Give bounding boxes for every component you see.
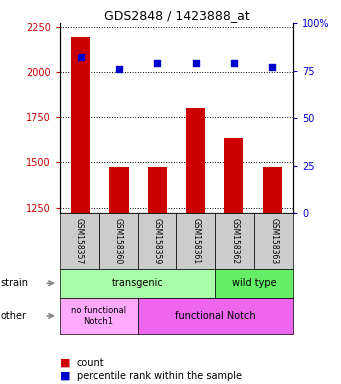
Text: strain: strain [1, 278, 29, 288]
Bar [71, 36, 90, 213]
Text: functional Notch: functional Notch [175, 311, 256, 321]
Text: no functional
Notch1: no functional Notch1 [71, 306, 126, 326]
Text: GSM158357: GSM158357 [75, 218, 84, 264]
Text: other: other [1, 311, 27, 321]
Text: GSM158363: GSM158363 [269, 218, 278, 264]
Bar [263, 167, 282, 213]
Title: GDS2848 / 1423888_at: GDS2848 / 1423888_at [104, 9, 249, 22]
Text: percentile rank within the sample: percentile rank within the sample [77, 371, 242, 381]
Text: transgenic: transgenic [112, 278, 163, 288]
Text: ■: ■ [60, 371, 70, 381]
Point [78, 54, 84, 60]
Point [193, 60, 198, 66]
Bar [148, 167, 167, 213]
Text: GSM158359: GSM158359 [152, 218, 162, 264]
Text: GSM158361: GSM158361 [191, 218, 201, 264]
Text: ■: ■ [60, 358, 70, 368]
Text: GSM158360: GSM158360 [114, 218, 122, 264]
Point [269, 64, 275, 70]
Bar [224, 138, 243, 213]
Point [231, 60, 237, 66]
Point [154, 60, 160, 66]
Point [116, 66, 122, 72]
Text: GSM158362: GSM158362 [231, 218, 239, 264]
Bar [109, 167, 129, 213]
Text: count: count [77, 358, 104, 368]
Bar [186, 108, 205, 213]
Text: wild type: wild type [232, 278, 277, 288]
